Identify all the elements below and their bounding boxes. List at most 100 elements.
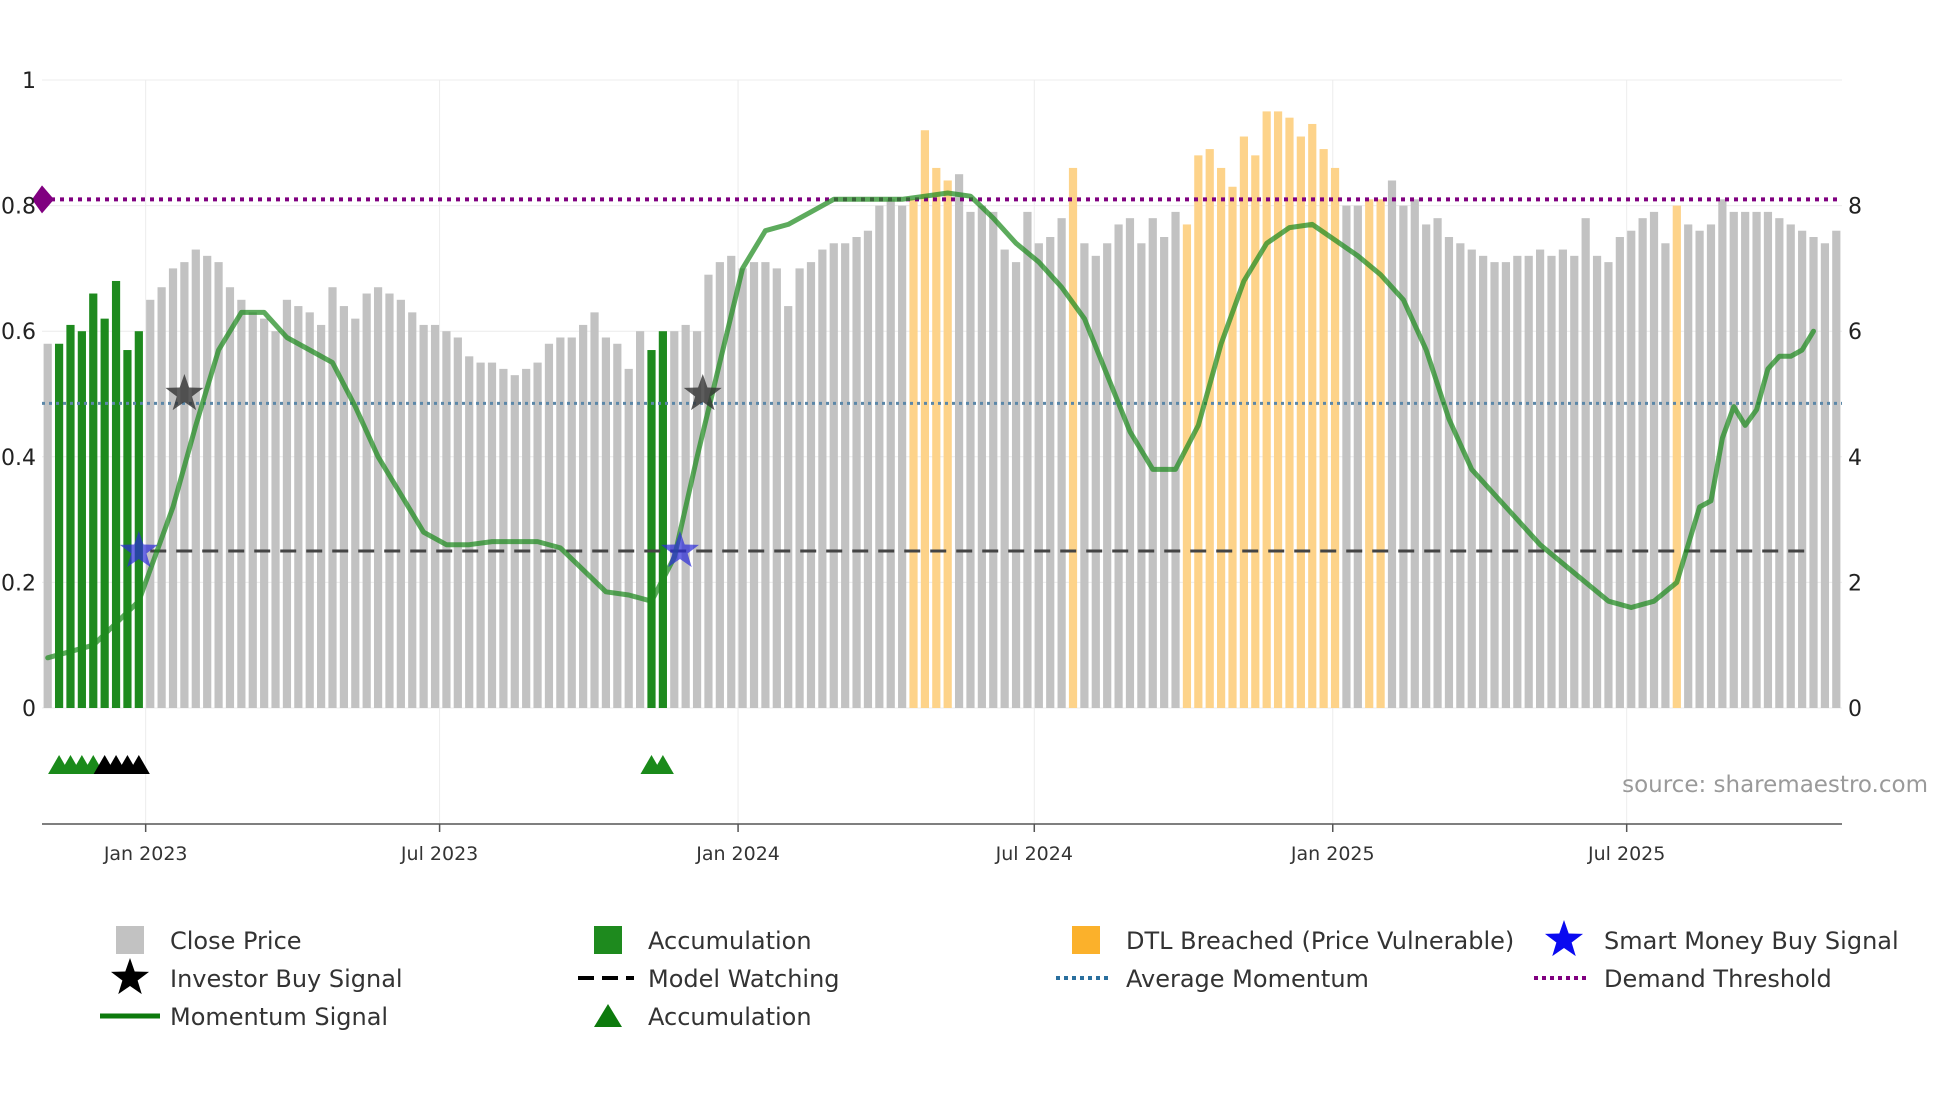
left-axis-tick-label: 0.4 [1,446,36,471]
dtl-breached-bar [920,130,930,709]
close-price-bar [442,331,451,708]
close-price-bar [1832,230,1841,708]
close-price-bar [1798,230,1807,708]
left-axis-tick-label: 0.6 [1,320,36,345]
close-price-bar [1513,255,1522,708]
x-axis-tick-label: Jan 2025 [1290,843,1375,865]
close-price-bar [453,337,462,708]
left-axis-tick-label: 0.2 [1,571,36,596]
close-price-bar [1741,211,1750,708]
close-price-bar [294,306,303,708]
dtl-breached-bar [1239,136,1248,708]
dtl-breached-bar [1365,199,1374,708]
close-price-bar [1592,255,1602,708]
close-price-bar [704,274,713,708]
accumulation-bar [54,343,64,708]
legend-investor-icon [110,958,150,995]
close-price-bar [749,262,759,708]
close-price-bar [1490,262,1499,708]
legend-dtl-swatch [1072,926,1100,954]
close-price-bar [692,331,702,708]
accumulation-bar [647,350,656,708]
legend-close-price-label: Close Price [170,927,302,955]
close-price-bar [795,268,804,708]
close-price-bar [157,287,166,708]
close-price-bar [1684,224,1693,708]
close-price-bar [1581,218,1590,708]
close-price-bar [1718,199,1727,708]
close-price-bar [271,331,280,708]
accumulation-bar [658,331,667,708]
x-axis-tick-label: Jul 2024 [995,843,1073,865]
accumulation-bar [66,324,75,708]
right-axis-tick-label: 0 [1848,697,1862,722]
left-axis-tick-label: 0.8 [1,195,36,220]
close-price-bar [590,312,599,708]
close-price-bar [784,306,793,708]
close-price-bar [863,230,873,708]
dtl-breached-bar [1182,224,1192,708]
accumulation-bar [100,318,109,708]
legend-smart-money-icon [1544,920,1584,957]
source-label: source: sharemaestro.com [1622,772,1928,798]
close-price-bar [1786,224,1795,708]
right-axis-tick-label: 4 [1848,446,1862,471]
close-price-bar [203,255,212,708]
dtl-breached-bar [1376,199,1385,708]
close-price-bar [727,255,736,708]
dtl-breached-bar [1194,155,1203,709]
close-price-bar [1137,243,1146,708]
close-price-bar [385,293,394,708]
close-price-bar [373,287,383,708]
close-price-bar [1023,211,1032,708]
smart-money-buy-signal-star [660,531,699,568]
close-price-bar [1752,211,1761,708]
close-price-bar [977,205,986,708]
close-price-bar [1615,237,1624,708]
legend-accumulation-label: Accumulation [648,927,812,955]
close-price-bar [1775,218,1784,708]
close-price-bar [1342,205,1351,708]
accumulation-bar [77,331,86,708]
axes: 0 0.2 0.4 0.6 0.8 1 0 2 4 6 8 Jan 2023 Jul 2023 Jan 2… [1,69,1862,865]
legend-dtl-label: DTL Breached (Price Vulnerable) [1126,927,1514,955]
dtl-breached-bar [1330,167,1340,709]
dtl-breached-bar [1296,136,1305,708]
close-price-bar [214,262,223,708]
close-price-bar [1661,243,1670,708]
close-price-bar [499,368,508,708]
close-price-bar [544,343,554,708]
close-price-bar [1729,211,1738,708]
legend-accumulation-marker-icon [594,1004,622,1027]
close-price-bar [852,237,861,708]
close-price-bar [1160,237,1169,708]
accumulation-bar [89,293,98,708]
close-price-bar [465,356,474,708]
x-axis-tick-label: Jan 2023 [103,843,188,865]
legend-smart-money-label: Smart Money Buy Signal [1604,927,1899,955]
accumulation-marker [651,755,674,774]
close-price-bar [1422,224,1431,708]
close-price-bar [43,343,52,708]
close-price-bar [1456,243,1465,708]
close-price-bar [567,337,576,708]
dtl-breached-bar [1319,149,1328,708]
dtl-breached-bar [1273,111,1283,708]
close-price-bar [806,262,816,708]
close-price-bar [829,243,838,708]
signal-lines [32,185,1842,661]
right-axis-tick-label: 2 [1848,571,1862,596]
close-price-bar [146,299,155,708]
close-price-bar [966,211,975,708]
close-price-bar [1433,218,1442,708]
close-price-bar [886,199,895,708]
close-price-bar [1638,218,1647,708]
right-axis-tick-label: 8 [1848,195,1862,220]
dtl-breached-bar [1205,149,1214,708]
close-price-bar [487,362,497,708]
momentum-signal-line [45,190,1816,661]
x-axis-tick-label: Jul 2025 [1587,843,1665,865]
close-price-bar [1467,249,1476,708]
close-price-bar [1604,262,1613,708]
